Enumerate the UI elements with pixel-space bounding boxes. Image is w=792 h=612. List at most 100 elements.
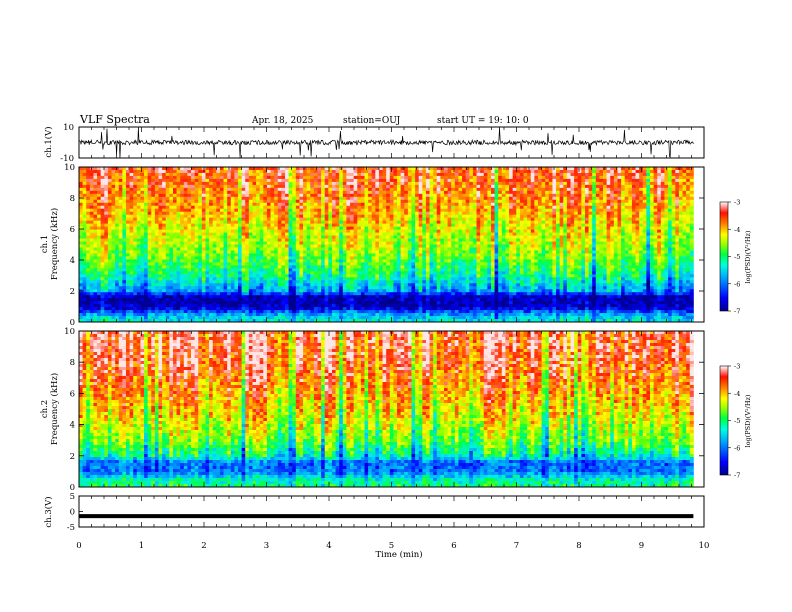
spectrogram-cell — [79, 190, 84, 195]
spectrogram-cell — [151, 259, 156, 263]
spectrogram-cell — [259, 211, 264, 216]
spectrogram-cell — [151, 277, 156, 281]
spectrogram-cell — [104, 175, 109, 180]
spectrogram-cell — [382, 283, 387, 287]
spectrogram-cell — [169, 289, 174, 293]
spectrogram-cell — [368, 235, 373, 239]
spectrogram-cell — [415, 295, 420, 299]
spectrogram-cell — [154, 214, 159, 219]
spectrogram-cell — [93, 241, 98, 245]
spectrogram-cell — [162, 175, 167, 180]
spectrogram-cell — [386, 310, 391, 314]
spectrogram-cell — [274, 169, 279, 174]
spectrogram-cell — [129, 277, 134, 281]
spectrogram-cell — [82, 247, 87, 251]
spectrogram-cell — [216, 307, 221, 311]
spectrogram-cell — [407, 208, 412, 213]
spectrogram-cell — [223, 301, 228, 305]
spectrogram-cell — [205, 280, 210, 284]
spectrogram-cell — [382, 232, 387, 236]
spectrogram-cell — [397, 196, 402, 201]
spectrogram-cell — [256, 232, 261, 236]
spectrogram-cell — [107, 316, 112, 320]
spectrogram-cell — [111, 265, 116, 269]
spectrogram-cell — [140, 199, 145, 204]
spectrogram-cell — [378, 265, 383, 269]
spectrogram-cell — [158, 208, 163, 213]
spectrogram-cell — [404, 187, 409, 192]
spectrogram-cell — [281, 301, 286, 305]
spectrogram-cell — [115, 211, 120, 216]
spectrogram-cell — [288, 319, 293, 323]
spectrogram-cell — [212, 178, 217, 183]
spectrogram-cell — [238, 262, 243, 266]
station-label: station=OUJ — [343, 116, 401, 126]
spectrogram-cell — [378, 178, 383, 183]
spectrogram-cell — [212, 175, 217, 180]
spectrogram-cell — [299, 250, 304, 254]
spectrogram-cell — [118, 238, 123, 242]
spectrogram-cell — [136, 214, 141, 219]
spectrogram-cell — [342, 223, 347, 228]
spectrogram-cell — [133, 265, 138, 269]
spectrogram-cell — [79, 196, 84, 201]
spectrogram-cell — [122, 190, 127, 195]
spectrogram-cell — [118, 167, 123, 171]
spectrogram-cell — [122, 271, 127, 275]
spectrogram-cell — [93, 187, 98, 192]
spectrogram-cell — [328, 184, 333, 189]
spectrogram-cell — [129, 253, 134, 257]
spectrogram-cell — [97, 289, 102, 293]
spectrogram-cell — [357, 253, 362, 257]
spectrogram-cell — [331, 208, 336, 213]
spectrogram-cell — [216, 187, 221, 192]
spectrogram-cell — [187, 196, 192, 201]
spectrogram-cell — [118, 199, 123, 204]
spectrogram-cell — [162, 265, 167, 269]
spectrogram-cell — [209, 208, 214, 213]
spectrogram-cell — [263, 316, 268, 320]
spectrogram-cell — [422, 274, 427, 278]
spectrogram-cell — [79, 259, 84, 263]
spectrogram-cell — [227, 289, 232, 293]
spectrogram-cell — [115, 268, 120, 272]
spectrogram-cell — [310, 265, 315, 269]
spectrogram-cell — [129, 193, 134, 198]
spectrogram-cell — [285, 271, 290, 275]
spectrogram-cell — [223, 184, 228, 189]
spectrogram-cell — [263, 202, 268, 207]
spectrogram-cell — [418, 292, 423, 296]
spectrogram-cell — [234, 310, 239, 314]
spectrogram-cell — [364, 226, 369, 230]
spectrogram-cell — [321, 181, 326, 186]
spectrogram-cell — [281, 217, 286, 222]
spectrogram-cell — [227, 256, 232, 260]
spectrogram-cell — [285, 175, 290, 180]
spectrogram-cell — [183, 223, 188, 228]
spectrogram-cell — [266, 232, 271, 236]
spectrogram-cell — [180, 295, 185, 299]
spectrogram-cell — [79, 211, 84, 216]
spectrogram-cell — [82, 229, 87, 233]
spectrogram-cell — [292, 205, 297, 210]
spectrogram-cell — [397, 268, 402, 272]
spectrogram-cell — [129, 208, 134, 213]
spectrogram-cell — [397, 187, 402, 192]
spectrogram-cell — [252, 190, 257, 195]
spectrogram-cell — [382, 262, 387, 266]
spectrogram-cell — [144, 175, 149, 180]
spectrogram-cell — [346, 283, 351, 287]
spectrogram-cell — [313, 298, 318, 302]
spectrogram-cell — [209, 205, 214, 210]
spectrogram-cell — [147, 319, 152, 323]
spectrogram-cell — [238, 316, 243, 320]
spectrogram-cell — [176, 196, 181, 201]
spectrogram-cell — [350, 298, 355, 302]
spectrogram-cell — [111, 238, 116, 242]
spectrogram-cell — [418, 190, 423, 195]
spectrogram-cell — [158, 319, 163, 323]
spectrogram-cell — [89, 298, 94, 302]
spectrogram-cell — [371, 202, 376, 207]
spectrogram-cell — [324, 214, 329, 219]
